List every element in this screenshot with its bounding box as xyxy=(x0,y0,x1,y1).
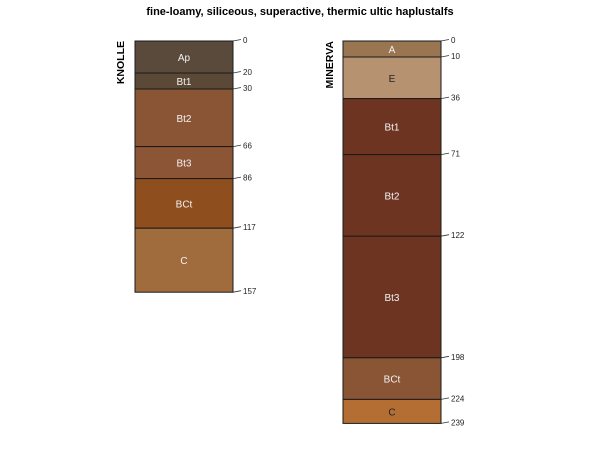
depth-label-knolle-4: 86 xyxy=(243,174,252,183)
depth-tick-minerva-6 xyxy=(440,397,450,400)
horizon-label-minerva-4: Bt3 xyxy=(384,293,399,304)
depth-tick-minerva-3 xyxy=(440,152,450,155)
horizon-label-minerva-2: Bt1 xyxy=(384,123,399,134)
depth-tick-knolle-6 xyxy=(232,290,242,293)
depth-label-minerva-4: 122 xyxy=(451,231,465,240)
depth-tick-knolle-0 xyxy=(232,39,242,42)
depth-label-knolle-2: 30 xyxy=(243,84,252,93)
depth-tick-minerva-1 xyxy=(440,55,450,58)
depth-label-minerva-6: 224 xyxy=(451,394,465,403)
horizon-label-minerva-1: E xyxy=(389,74,396,85)
horizon-label-knolle-5: C xyxy=(180,256,187,267)
diagram-title: fine-loamy, siliceous, superactive, ther… xyxy=(146,6,454,18)
horizon-knolle-2 xyxy=(134,88,234,148)
horizon-minerva-5 xyxy=(342,357,442,400)
depth-tick-knolle-1 xyxy=(232,71,242,74)
depth-tick-knolle-4 xyxy=(232,176,242,179)
horizon-knolle-5 xyxy=(134,227,234,293)
depth-tick-minerva-4 xyxy=(440,234,450,237)
depth-tick-knolle-5 xyxy=(232,226,242,229)
depth-label-minerva-0: 0 xyxy=(451,36,456,45)
horizon-label-minerva-3: Bt2 xyxy=(384,191,399,202)
depth-label-minerva-7: 239 xyxy=(451,418,465,427)
depth-label-minerva-5: 198 xyxy=(451,353,465,362)
horizon-minerva-4 xyxy=(342,235,442,359)
horizon-minerva-3 xyxy=(342,154,442,237)
depth-tick-minerva-0 xyxy=(440,39,450,42)
horizon-label-minerva-0: A xyxy=(389,45,396,56)
horizon-label-knolle-3: Bt3 xyxy=(176,159,191,170)
horizon-knolle-0 xyxy=(134,40,234,74)
horizon-label-knolle-0: Ap xyxy=(178,53,191,64)
horizon-label-knolle-2: Bt2 xyxy=(176,114,191,125)
depth-label-knolle-6: 157 xyxy=(243,287,257,296)
profile-name-minerva: MINERVA xyxy=(324,41,336,89)
depth-tick-minerva-5 xyxy=(440,355,450,359)
depth-label-minerva-2: 36 xyxy=(451,94,460,103)
depth-label-minerva-1: 10 xyxy=(451,52,460,61)
horizon-label-knolle-1: Bt1 xyxy=(176,77,191,88)
horizon-label-minerva-5: BCt xyxy=(384,375,401,386)
depth-tick-knolle-3 xyxy=(232,144,242,147)
depth-label-knolle-3: 66 xyxy=(243,142,252,151)
depth-tick-knolle-2 xyxy=(232,87,242,90)
depth-tick-minerva-2 xyxy=(440,96,450,99)
horizon-minerva-6 xyxy=(342,398,442,424)
depth-tick-minerva-7 xyxy=(440,421,450,424)
horizon-label-knolle-4: BCt xyxy=(176,199,193,210)
depth-label-minerva-3: 71 xyxy=(451,150,460,159)
depth-label-knolle-5: 117 xyxy=(243,223,256,232)
horizon-label-minerva-6: C xyxy=(388,407,395,418)
depth-label-knolle-1: 20 xyxy=(243,68,252,77)
profile-name-knolle: KNOLLE xyxy=(115,41,127,84)
depth-label-knolle-0: 0 xyxy=(243,36,248,45)
